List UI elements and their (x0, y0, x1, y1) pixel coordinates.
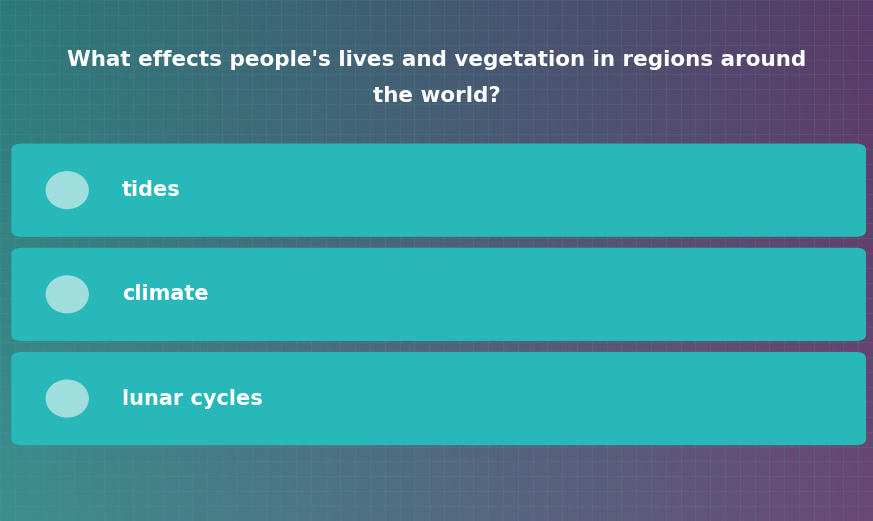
FancyBboxPatch shape (11, 352, 866, 445)
Ellipse shape (46, 276, 88, 313)
Text: tides: tides (122, 180, 181, 200)
FancyBboxPatch shape (11, 144, 866, 237)
Ellipse shape (46, 380, 88, 417)
Text: What effects people's lives and vegetation in regions around: What effects people's lives and vegetati… (67, 50, 806, 70)
Text: climate: climate (122, 284, 209, 304)
Text: the world?: the world? (373, 86, 500, 106)
FancyBboxPatch shape (11, 248, 866, 341)
Ellipse shape (46, 172, 88, 208)
Text: lunar cycles: lunar cycles (122, 389, 263, 408)
